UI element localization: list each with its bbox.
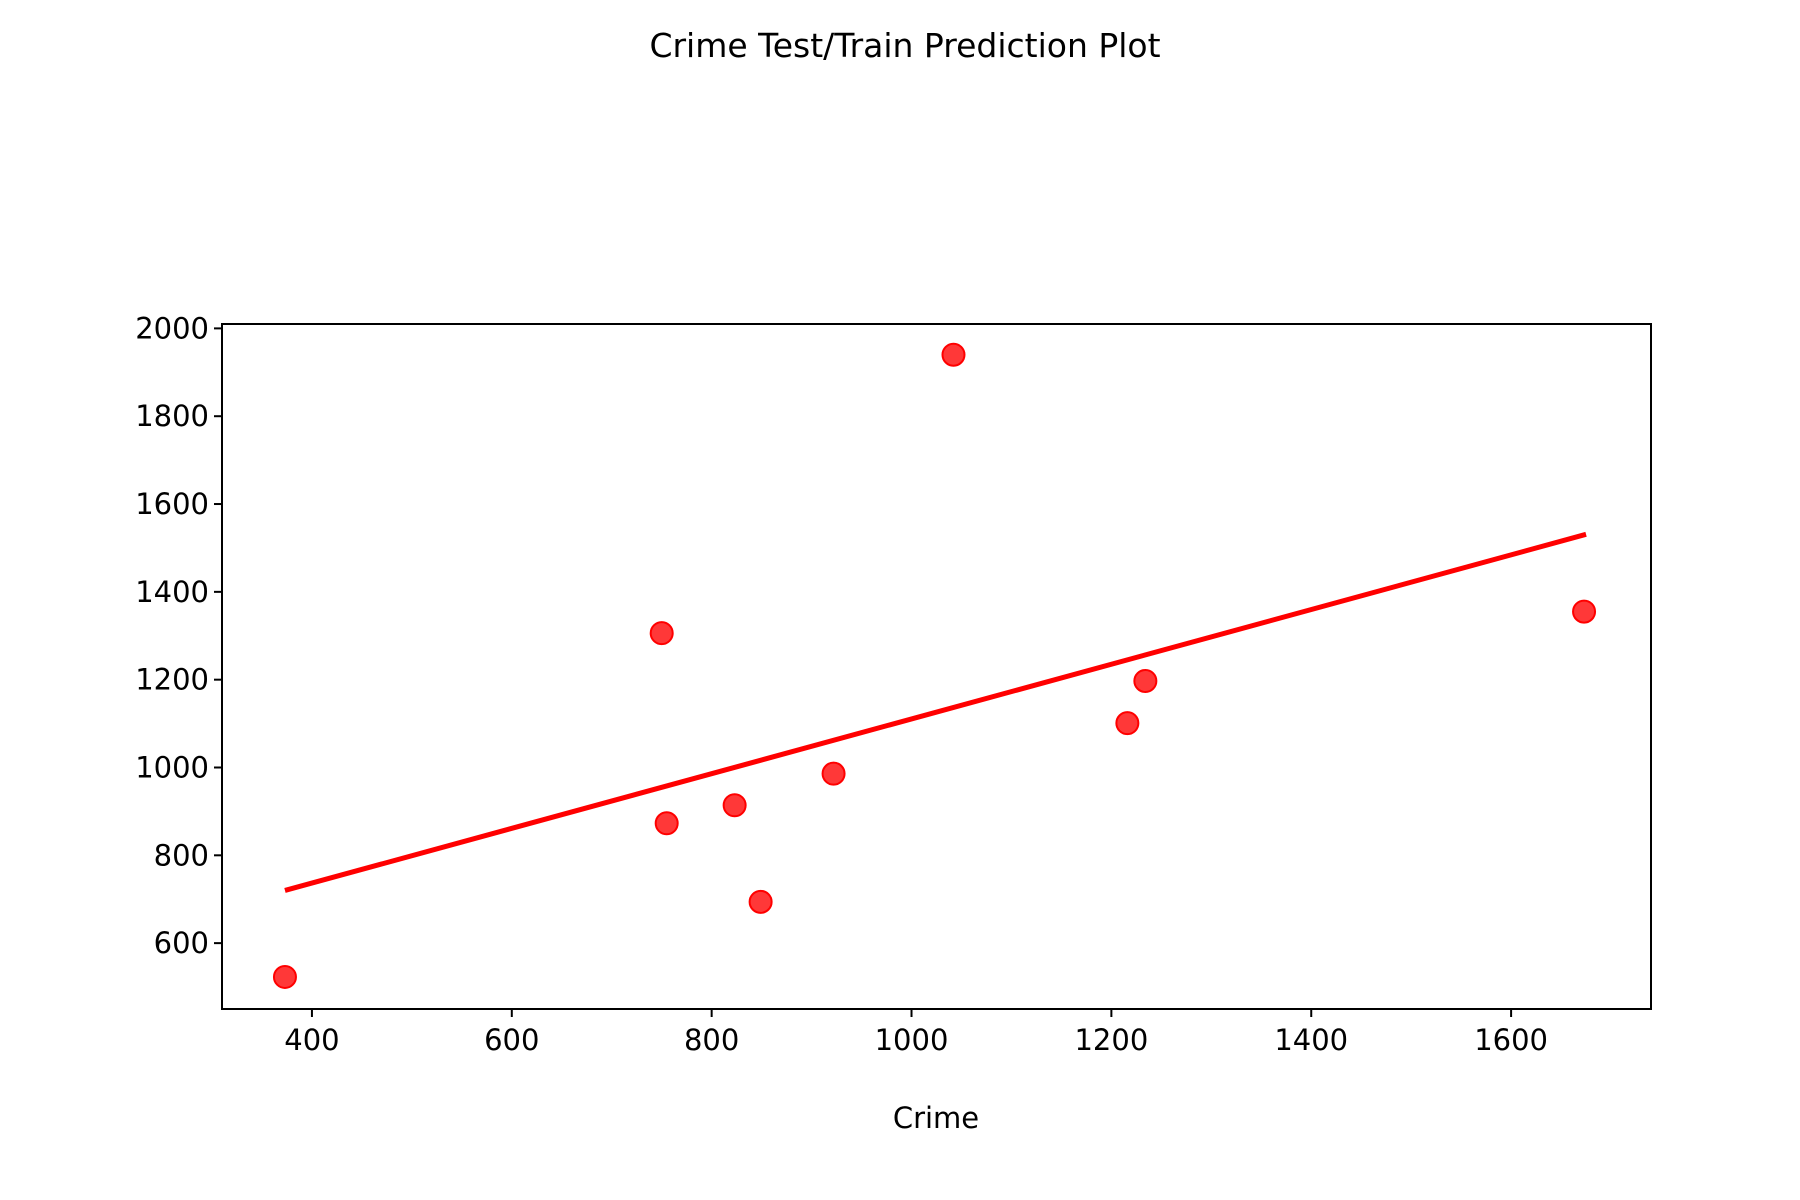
regression-line-layer	[284, 531, 1587, 893]
x-tick-label: 1400	[1274, 1023, 1348, 1057]
y-tick-label: 2000	[135, 311, 209, 345]
x-tick-label: 800	[684, 1023, 739, 1057]
x-tick-label: 1600	[1474, 1023, 1548, 1057]
data-point	[649, 621, 674, 646]
y-tick-label: 800	[154, 838, 209, 872]
y-tick-label: 1000	[135, 750, 209, 784]
data-point	[748, 889, 773, 914]
y-tick-label: 1400	[135, 575, 209, 609]
scatter-points-layer	[272, 342, 1597, 989]
regression-line	[284, 531, 1587, 893]
x-tick-label: 600	[484, 1023, 539, 1057]
x-tick-label: 1200	[1074, 1023, 1148, 1057]
data-point	[272, 964, 297, 989]
data-point	[654, 811, 679, 836]
chart-title: Crime Test/Train Prediction Plot	[649, 26, 1160, 65]
data-point	[1572, 599, 1597, 624]
x-axis: 400 600 800 1000 1200 1400 1600	[284, 1009, 1548, 1057]
x-tick-label: 400	[284, 1023, 339, 1057]
data-point	[722, 793, 747, 818]
data-point	[821, 761, 846, 786]
data-point	[1115, 711, 1140, 736]
plot-frame	[221, 323, 1652, 1010]
y-tick-label: 600	[154, 926, 209, 960]
data-point	[941, 342, 966, 367]
y-tick-label: 1800	[135, 399, 209, 433]
y-tick-label: 1200	[135, 663, 209, 697]
plot-area	[221, 323, 1652, 1010]
y-axis: 600 800 1000 1200 1400 1600 1800 2000	[135, 311, 222, 960]
data-point	[1133, 668, 1158, 693]
x-axis-label: Crime	[893, 1101, 979, 1135]
x-tick-label: 1000	[875, 1023, 949, 1057]
y-tick-label: 1600	[135, 487, 209, 521]
